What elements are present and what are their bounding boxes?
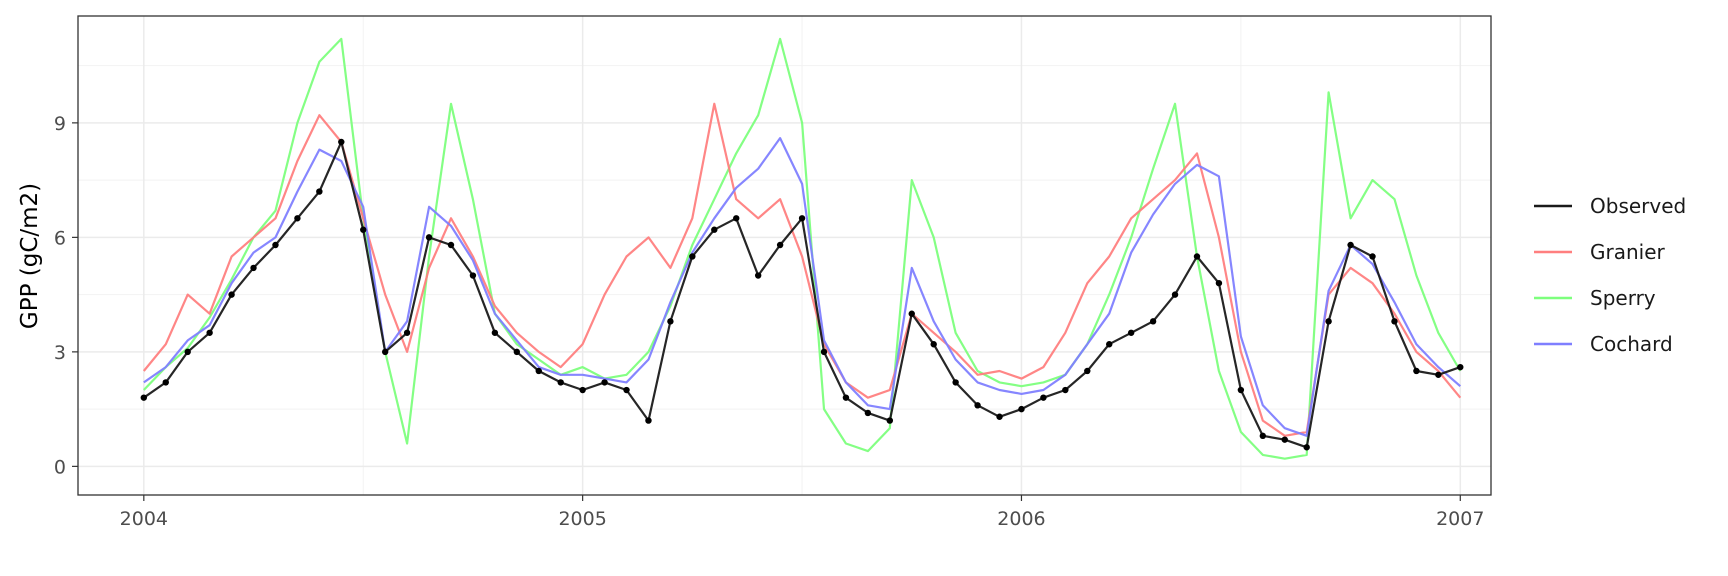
- observed-point: [579, 386, 586, 394]
- x-tick-label: 2006: [997, 508, 1045, 530]
- observed-point: [162, 379, 169, 386]
- observed-point: [381, 348, 389, 356]
- y-tick-label: 9: [54, 113, 66, 135]
- observed-point: [645, 417, 652, 424]
- observed-point: [601, 379, 608, 386]
- observed-point: [206, 329, 213, 336]
- observed-point: [513, 348, 521, 356]
- legend-label-observed: Observed: [1590, 194, 1686, 218]
- observed-point: [447, 241, 455, 249]
- legend-label-sperry: Sperry: [1590, 286, 1656, 310]
- observed-point: [250, 264, 257, 272]
- x-tick-label: 2005: [558, 508, 606, 530]
- observed-point: [1040, 394, 1047, 401]
- observed-points: [140, 138, 1464, 451]
- observed-point: [491, 329, 499, 336]
- observed-point: [820, 348, 828, 356]
- legend-label-granier: Granier: [1590, 240, 1666, 264]
- x-axis: 2004 2005 2006 2007: [120, 495, 1484, 530]
- y-axis: 0 3 6 9: [54, 113, 78, 478]
- plot-border: [77, 15, 1492, 496]
- observed-point: [974, 402, 981, 409]
- observed-point: [1391, 318, 1398, 325]
- observed-point: [294, 215, 301, 222]
- observed-point: [1369, 253, 1376, 260]
- series-line-granier: [142, 102, 1462, 437]
- observed-point: [316, 188, 323, 195]
- observed-point: [776, 241, 784, 249]
- observed-point: [1259, 432, 1267, 440]
- observed-point: [1106, 341, 1113, 348]
- observed-point: [557, 379, 564, 386]
- observed-point: [1413, 367, 1420, 375]
- observed-point: [1084, 367, 1091, 375]
- observed-point: [952, 379, 959, 386]
- observed-point: [338, 138, 345, 146]
- observed-point: [1303, 444, 1310, 451]
- legend-label-cochard: Cochard: [1590, 332, 1673, 356]
- observed-point: [864, 409, 872, 417]
- observed-point: [1237, 386, 1245, 394]
- observed-point: [623, 386, 630, 394]
- y-tick-label: 6: [54, 227, 66, 249]
- observed-point: [1281, 436, 1288, 443]
- series-line-cochard: [143, 137, 1462, 437]
- x-tick-label: 2007: [1436, 508, 1484, 530]
- y-tick-label: 3: [54, 342, 66, 364]
- observed-point: [930, 341, 937, 348]
- observed-point: [1149, 318, 1157, 325]
- observed-point: [228, 291, 235, 298]
- observed-point: [535, 367, 542, 375]
- observed-point: [667, 318, 674, 325]
- observed-point: [140, 394, 148, 401]
- observed-point: [360, 226, 367, 233]
- observed-point: [1435, 371, 1442, 378]
- legend: Observed Granier Sperry Cochard: [1534, 194, 1686, 356]
- observed-point: [886, 417, 894, 424]
- observed-point: [996, 413, 1003, 420]
- grid-major: [78, 16, 1491, 495]
- observed-point: [272, 241, 279, 249]
- observed-point: [1127, 329, 1135, 336]
- y-axis-title: GPP (gC/m2): [17, 183, 43, 329]
- observed-point: [733, 215, 740, 222]
- observed-point: [1062, 386, 1069, 394]
- observed-point: [798, 215, 806, 222]
- observed-point: [689, 253, 696, 260]
- observed-point: [469, 272, 477, 279]
- observed-point: [908, 310, 915, 317]
- y-tick-label: 0: [54, 456, 66, 478]
- observed-point: [1215, 279, 1223, 287]
- observed-point: [1193, 253, 1201, 260]
- x-tick-label: 2004: [120, 508, 168, 530]
- observed-point: [184, 348, 191, 356]
- observed-point: [842, 394, 850, 401]
- observed-point: [711, 226, 718, 233]
- observed-point: [1018, 405, 1025, 413]
- observed-point: [403, 329, 411, 336]
- observed-point: [425, 234, 433, 241]
- observed-point: [1171, 291, 1179, 298]
- observed-point: [1325, 318, 1332, 325]
- observed-point: [1347, 241, 1354, 249]
- observed-point: [1457, 363, 1464, 371]
- observed-point: [754, 272, 762, 279]
- plot-background: [78, 16, 1491, 495]
